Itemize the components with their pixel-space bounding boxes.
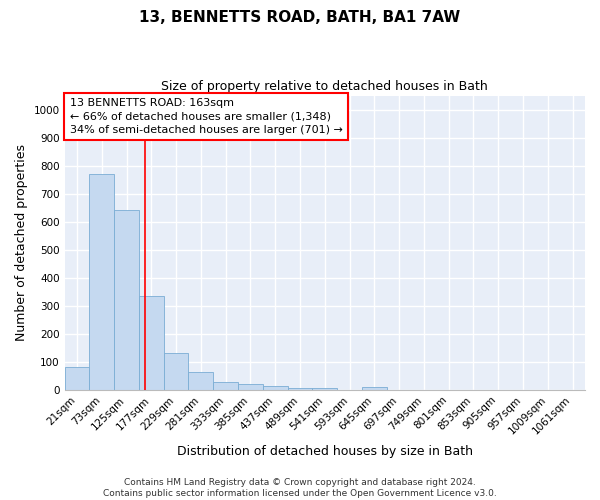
Bar [114, 210, 139, 390]
Bar [287, 388, 313, 390]
Bar [188, 372, 213, 390]
Bar [89, 174, 114, 390]
Bar [139, 296, 164, 390]
Bar [362, 387, 387, 390]
Bar [263, 386, 287, 390]
Y-axis label: Number of detached properties: Number of detached properties [15, 144, 28, 341]
Text: Contains HM Land Registry data © Crown copyright and database right 2024.
Contai: Contains HM Land Registry data © Crown c… [103, 478, 497, 498]
X-axis label: Distribution of detached houses by size in Bath: Distribution of detached houses by size … [177, 444, 473, 458]
Bar [213, 382, 238, 390]
Title: Size of property relative to detached houses in Bath: Size of property relative to detached ho… [161, 80, 488, 93]
Bar [238, 384, 263, 390]
Text: 13, BENNETTS ROAD, BATH, BA1 7AW: 13, BENNETTS ROAD, BATH, BA1 7AW [139, 10, 461, 25]
Bar [313, 388, 337, 390]
Bar [164, 352, 188, 390]
Bar [65, 366, 89, 390]
Text: 13 BENNETTS ROAD: 163sqm
← 66% of detached houses are smaller (1,348)
34% of sem: 13 BENNETTS ROAD: 163sqm ← 66% of detach… [70, 98, 343, 135]
